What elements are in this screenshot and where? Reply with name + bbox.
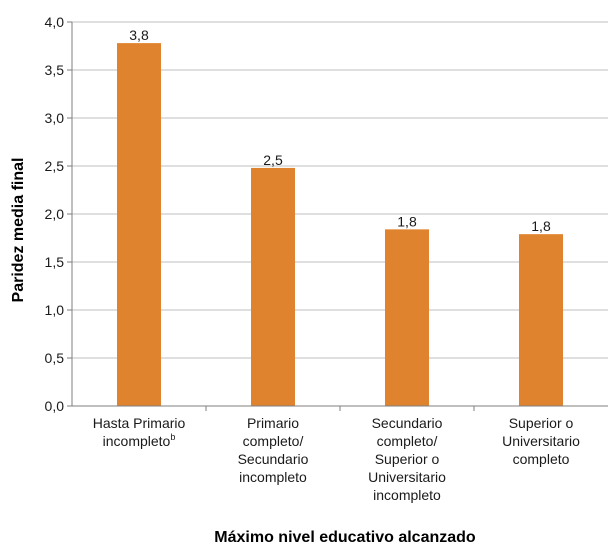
- bar: [117, 43, 161, 407]
- x-category-label: Superior o Universitario completo: [502, 415, 580, 467]
- gridlines: [72, 21, 608, 359]
- y-tick-label: 0,5: [45, 350, 65, 366]
- x-category-label: Primario completo/Secundario incompleto: [238, 415, 309, 485]
- bars: [117, 43, 563, 407]
- bar: [251, 167, 295, 406]
- y-tick-label: 2,5: [45, 158, 65, 174]
- y-tick-label: 2,0: [45, 206, 65, 222]
- y-tick-label: 3,0: [45, 110, 65, 126]
- bar: [385, 229, 429, 406]
- bar-value-label: 3,8: [129, 27, 149, 43]
- y-tick-label: 1,5: [45, 254, 65, 270]
- y-axis-title: Paridez media final: [10, 158, 27, 303]
- bar-value-label: 1,8: [531, 218, 551, 234]
- x-category-label: Hasta Primario incompletob: [93, 415, 186, 449]
- bar-value-label: 2,5: [263, 152, 283, 168]
- axes: [67, 21, 608, 411]
- x-category-label: Secundario completo/Superior o Universitar…: [368, 415, 446, 503]
- labels: 0,0 0,5 1,0 1,5 2,0 2,5 3,0 3,5 4,0 3,8 Hasta Prim…: [45, 14, 581, 503]
- y-tick-label: 3,5: [45, 62, 65, 78]
- bar-value-label: 1,8: [397, 213, 417, 229]
- y-tick-label: 0,0: [45, 398, 65, 414]
- x-axis-title: Máximo nivel educativo alcanzado: [214, 529, 476, 546]
- y-tick-label: 4,0: [45, 14, 65, 30]
- bar: [519, 234, 563, 406]
- y-tick-label: 1,0: [45, 302, 65, 318]
